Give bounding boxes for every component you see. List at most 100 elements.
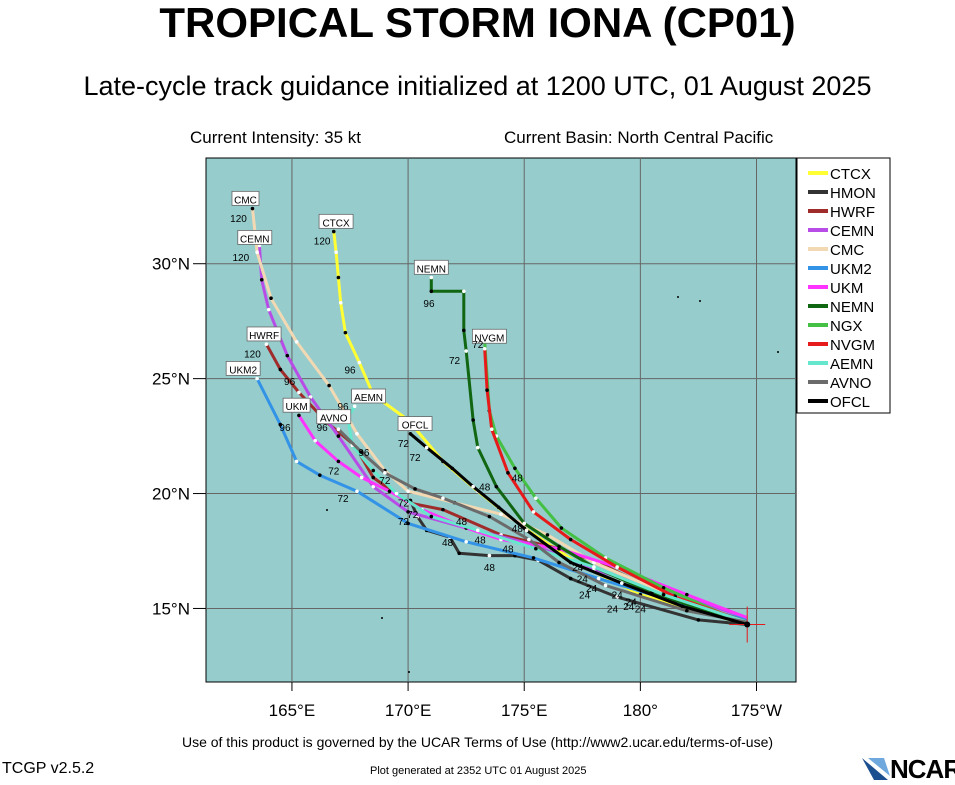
track-point [394,491,399,496]
track-name-box [282,397,311,413]
track-name-label: CTCX [322,218,350,229]
forecast-hour-label: 96 [358,448,370,459]
track-point [343,330,348,335]
forecast-hour-label: 24 [635,604,647,615]
island-dot [777,351,779,353]
current-intensity: Current Intensity: 35 kt [190,128,362,147]
track-point [496,505,501,510]
terms-of-use: Use of this product is governed by the U… [181,734,774,750]
track-point [568,560,573,565]
forecast-hour-label: 120 [314,237,331,248]
track-point [429,514,434,519]
track-point [462,328,466,333]
track-name-label: UKM [285,402,307,413]
legend-label: AVNO [830,375,871,392]
track-point [371,468,376,473]
track-point [336,427,341,431]
track-point [603,583,608,588]
lat-tick-label: 15°N [152,599,190,618]
track-point [485,388,489,392]
forecast-hour-label: 96 [337,402,349,413]
legend-label: HMON [830,185,876,202]
track-point [534,496,538,500]
forecast-hour-label: 96 [284,377,296,388]
page-title: TROPICAL STORM IONA (CP01) [159,0,796,46]
track-point [680,604,684,608]
track-point [596,576,601,581]
track-point [441,496,445,500]
track-name-label: UKM2 [229,365,257,376]
forecast-hour-label: 48 [512,524,524,535]
forecast-hour-label: 120 [232,253,249,264]
track-point [359,475,364,480]
track-point [269,296,273,300]
forecast-tracks [250,206,748,626]
islands [326,296,779,673]
forecast-hour-label: 48 [479,483,491,494]
track-point [278,367,283,372]
track-point [297,390,301,395]
track-point [531,510,536,514]
track-labels: CTCX 120 96 48 24 HWRF 120 96 CEMN 120 CMC 120 UKM2 7… [225,190,647,615]
forecast-hour-label: 24 [623,602,635,613]
forecast-hour-label: 48 [502,545,514,556]
track-point [506,471,510,475]
track-point [336,434,341,438]
track-name-box [351,388,386,404]
track-point [413,487,417,491]
forecast-hour-label: 96 [317,423,329,434]
lon-tick-label: 170°E [385,701,432,720]
track-name-box [225,361,261,376]
island-dot [381,617,383,619]
track-name-label: AVNO [320,414,348,425]
forecast-hour-label: 72 [398,517,410,528]
legend-label: NGX [830,318,863,335]
track-point [685,592,689,597]
track-point [294,340,299,344]
track-point [559,526,564,530]
track-point [250,206,255,211]
forecast-hour-label: 48 [456,517,468,528]
lon-tick-label: 165°E [269,701,316,720]
forecast-hour-label: 72 [398,499,410,510]
track-point [406,510,410,514]
track-name-label: NVGM [474,333,504,344]
ncar-logo-text: NCAR [890,754,955,784]
forecast-hour-label: 48 [475,536,487,547]
forecast-hour-label: 24 [577,575,589,586]
forecast-hour-label: 48 [442,538,454,549]
legend-label: CEMN [830,223,874,240]
generated-timestamp: Plot generated at 2352 UTC 01 August 202… [370,765,587,777]
track-name-box [237,230,273,245]
track-point [494,484,499,489]
track-point [359,450,364,454]
current-position-marker [729,606,766,643]
forecast-hour-label: 72 [398,439,410,450]
page-subtitle: Late-cycle track guidance initialized at… [83,71,872,101]
track-point [487,553,492,558]
track-point [513,466,517,471]
track-name-box [231,190,260,206]
forecast-hour-label: 72 [379,476,391,487]
track-name-box [246,326,282,342]
track-point [450,466,455,471]
track-point [464,540,468,544]
track-point [259,278,264,282]
track-point [336,459,341,464]
lon-tick-label: 175°W [731,701,782,720]
forecast-hour-label: 24 [626,598,638,609]
track-point [264,342,269,346]
track-point [371,475,376,480]
track-point [429,275,434,280]
ncar-logo: NCAR [862,752,955,784]
track-name-label: HWRF [249,331,279,342]
track-point [592,565,596,569]
island-dot [677,296,679,298]
track-point [527,537,531,542]
track-point [383,471,387,475]
lat-tick-label: 30°N [152,255,190,274]
track-point [471,484,475,489]
track-point [568,576,573,581]
track-ofcl [409,432,748,626]
